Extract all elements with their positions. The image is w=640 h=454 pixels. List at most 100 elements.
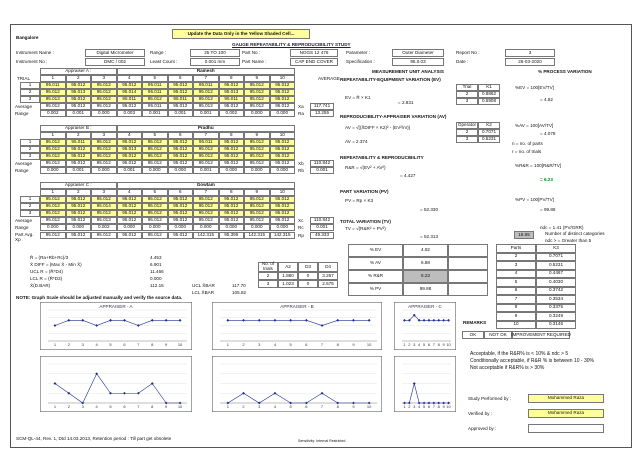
point (95, 324, 99, 327)
average-value: 95.013 (91, 217, 117, 224)
sheet-border (10, 24, 632, 448)
summary-value: 6.88 (403, 257, 448, 270)
chart-frame (40, 356, 192, 412)
point (367, 401, 371, 405)
trial-value: 95.012 (142, 203, 168, 210)
value: = 52.330 (420, 207, 439, 212)
part-number: 4 (116, 189, 142, 196)
k-cell: 2 (456, 91, 478, 98)
point (257, 401, 261, 405)
range-value: 0.001 (193, 110, 219, 117)
x-tick-label: 3 (258, 342, 261, 347)
average-value: 95.012 (193, 103, 219, 110)
trial-value: 95.012 (269, 203, 295, 210)
x-tick-label: 7 (321, 342, 324, 347)
average-value: 95.012 (40, 160, 66, 167)
average-value: 95.012 (91, 103, 117, 110)
part-number: 7 (193, 189, 219, 196)
point (407, 401, 411, 405)
k3-cell: 0.5231 (536, 261, 576, 270)
const-header: D4 (318, 262, 338, 272)
trial-value: 95.012 (193, 196, 219, 203)
part-number: 7 (193, 132, 219, 139)
trial-value: 95.012 (91, 196, 117, 203)
point (412, 313, 416, 317)
average-value: 95.012 (244, 160, 270, 167)
x-tick-label: 5 (109, 404, 112, 409)
note: NOTE: Graph Scale should be adjusted man… (16, 295, 183, 300)
signature-value: Mohammed Raza (528, 394, 604, 403)
formula: PV = Rp × K3 (345, 198, 374, 203)
average-value: 95.012 (193, 217, 219, 224)
point (336, 318, 340, 322)
range-label: Range (15, 224, 29, 230)
chart-frame (212, 356, 382, 412)
part-number: 5 (142, 75, 168, 82)
part-number: 3 (91, 189, 117, 196)
trial-value: 95.012 (244, 196, 270, 203)
point (432, 401, 436, 405)
k3-cell: 2 (496, 252, 536, 261)
point (150, 382, 154, 385)
summary-value: 4.92 (403, 244, 448, 257)
range-value: 0.000 (142, 167, 168, 174)
point (164, 318, 168, 322)
range-value: 0.000 (167, 167, 193, 174)
stat-label: R̄ = (Ra+Rb+Rc)/3 (30, 255, 69, 260)
part-number: 8 (218, 75, 244, 82)
trial-number: 1 (20, 82, 40, 89)
x-tick-label: 8 (151, 404, 154, 409)
trial-number: 2 (20, 203, 40, 210)
formula: R&R = √(EV² + AV²) (345, 165, 386, 170)
x-tick-label: 4 (96, 404, 99, 409)
trial-value: 95.012 (91, 146, 117, 153)
x-tick-label: 10 (178, 404, 183, 409)
point (67, 391, 71, 395)
x-tick-label: 9 (443, 404, 446, 409)
remark-option[interactable]: OK (462, 331, 484, 339)
pct: = 4.078 (540, 131, 556, 136)
range-value: 0.002 (91, 224, 117, 231)
point (109, 391, 112, 395)
remark-option[interactable]: NOT OK (484, 331, 512, 339)
range-value: 0.001 (167, 110, 193, 117)
const-cell: 2.575 (318, 280, 338, 288)
range-value: 0.000 (142, 224, 168, 231)
summary-pad (448, 270, 488, 283)
x-tick-label: 1 (54, 404, 57, 409)
part-number: 6 (167, 75, 193, 82)
info-value: 25 TO 100 (190, 49, 240, 57)
x-tick-label: 9 (165, 342, 168, 347)
average-value: 95.012 (193, 160, 219, 167)
range-value: 0.000 (65, 224, 91, 231)
x-tick-label: 7 (433, 342, 436, 347)
trial-value: 95.013 (40, 96, 66, 103)
trial-value: 95.012 (167, 146, 193, 153)
remark-option[interactable]: IMPROVEMENT REQUIRED (511, 331, 571, 339)
part-number: 2 (65, 132, 91, 139)
stat-value: 112.15 (150, 283, 164, 288)
x-tick-label: 8 (337, 342, 340, 347)
r-label: Ra (298, 110, 304, 116)
range-value: 0.001 (142, 110, 168, 117)
x-tick-label: 2 (68, 404, 71, 409)
point (412, 382, 416, 385)
trial-value: 95.012 (269, 210, 295, 217)
location: Bangalore (16, 35, 39, 40)
trial-value: 95.012 (40, 89, 66, 96)
k-header: K1 (478, 84, 500, 91)
pct-formula: %PV = 100[PV/TV] (515, 197, 554, 202)
x-tick-label: 6 (428, 404, 431, 409)
trial-value: 95.012 (91, 82, 117, 89)
x-tick-label: 4 (96, 342, 99, 347)
appraiser-label: Appraiser C : (40, 182, 117, 189)
ndc-value: 16.65 (514, 231, 534, 239)
const-cell: 1.880 (278, 272, 298, 280)
k3-cell: 0.3249 (536, 312, 576, 321)
info-value: 0.001 mm (190, 58, 240, 66)
trial-value: 95.012 (116, 139, 142, 146)
part-number: 10 (269, 189, 295, 196)
x-tick-label: 9 (352, 342, 355, 347)
k-cell: 0.5908 (478, 98, 500, 105)
part-avg-value: 95.012 (65, 232, 91, 239)
